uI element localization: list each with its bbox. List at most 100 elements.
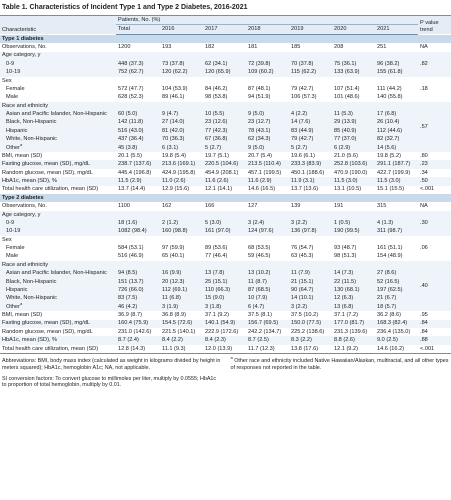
cell: 13 (10.2) [246,269,289,278]
cell: 154.5 (72.6) [160,319,203,328]
row-label: Fasting glucose, mean (SD), mg/dL [0,160,116,169]
cell: 37.1 (7.2) [334,312,358,319]
cell: 726 (66.0) [116,286,160,295]
cell: 162 [162,203,172,210]
cell: 63 (45.3) [291,253,314,260]
cell: 81 (42.0) [160,126,203,136]
cell: 83 (44.9) [289,126,332,136]
data-row: Black, Non-Hispanic 142 (11.8) 27 (14.0) 23… [0,118,451,127]
group-heading: Age category, y [0,210,116,219]
p-value: .50 [418,177,451,186]
empty-cell [289,260,332,270]
row-label-text: Other [6,303,20,310]
data-row: Black, Non-Hispanic 151 (13.7) 20 (12.3) 25… [0,277,451,286]
empty-cell [246,51,289,60]
cell: 11.6 (2.6) [203,177,246,186]
cell: 79 (42.7) [291,85,314,92]
cell: 13.8 (17.6) [289,344,332,354]
cell: 208 [334,44,344,51]
p-value: .18 [420,85,428,92]
cell: 36.2 (8.6) [377,312,401,319]
cell: 130 (68.1) [332,286,375,295]
cell: 445.4 (196.8) [118,169,152,176]
p-value: NA [420,203,428,210]
data-row: Fasting glucose, mean (SD), mg/dL 238.7 (… [0,160,451,169]
row-label-text: BMI, mean (SD) [2,312,43,319]
cell: 94 (51.9) [248,94,271,101]
empty-cell [332,210,375,219]
row-label: Random glucose, mean (SD), mg/dL [0,169,116,177]
cell: 5 (2.7) [289,143,332,152]
cell: 133 (63.9) [332,68,375,77]
p-value: .84 [418,319,451,328]
empty-cell [203,210,246,219]
row-label: HbA1c, mean (SD), % [0,177,116,186]
cell: 220.5 (104.6) [203,160,246,169]
empty-cell [116,236,160,244]
cell: 76 (54.7) [291,245,314,252]
cell: 73 (37.8) [160,59,203,69]
empty-cell [116,101,160,111]
row-label-text: Observations, No. [2,44,47,51]
cell: 315 [377,203,387,210]
row-label-text: BMI, mean (SD) [2,152,43,159]
cell: 20.1 (5.5) [118,152,142,159]
data-row: BMI, mean (SD) 36.9 (8.7) 36.8 (8.9) 37.1 (… [0,311,451,319]
cell: 222.9 (172.6) [205,328,239,335]
cell: 19.6 (6.1) [291,152,315,159]
footnote-mark: a [20,302,23,306]
cell: 213.5 (110.4) [246,160,289,169]
cell: 1200 [118,44,131,51]
cell: 82 (32.7) [375,135,419,144]
cell: 37.5 (10.2) [291,312,319,319]
cell: 8.3 (2.2) [289,336,332,345]
column-group-header: Patients, No. (%) [116,14,419,26]
data-row: Hispanic 726 (66.0) 112 (69.1) 110 (66.3) 87… [0,286,451,295]
cell: 516 (43.0) [116,126,160,136]
p-value: .57 [418,101,451,152]
cell: 2 (1.2) [160,219,203,228]
header-row: Total 2016 2017 2018 2019 2020 2021 [0,24,451,35]
cell: 139 [291,203,301,210]
table-body: Type 1 diabetes Observations, No. 1200 193 1… [0,34,451,354]
data-row: Observations, No. 1100 162 166 127 139 191 315 N… [0,202,451,210]
column-header: 2019 [289,24,332,35]
row-label-text: Observations, No. [2,203,47,210]
cell: 14.6 (16.2) [375,344,419,354]
cell: 12.1 (14.1) [205,186,233,193]
p-value: .34 [420,169,428,176]
cell: 18 (1.6) [116,219,160,228]
cell: 140 (55.8) [377,94,403,101]
cell: 70 (36.3) [160,135,203,144]
row-label: Asian and Pacific Islander, Non-Hispanic [0,110,116,119]
cell: 6 (3.1) [160,143,203,152]
cell: 3 (2.2) [289,302,332,312]
row-label: HbA1c, mean (SD), % [0,336,116,345]
cell: 252.8 (103.6) [332,160,375,169]
data-row: HbA1c, mean (SD), % 11.5 (2.9) 11.0 (2.6) 1… [0,177,451,186]
cell: 140.1 (54.9) [203,319,246,328]
p-value: .82 [418,51,451,77]
cell: 213.6 (169.1) [160,160,203,169]
footnote-mark: a [20,143,23,147]
cell: 22 (11.5) [332,277,375,286]
data-row: Random glucose, mean (SD), mg/dL 231.0 (1… [0,328,451,336]
cell: 177.0 (81.7) [332,319,375,328]
cell: 70 (37.8) [289,59,332,69]
data-row: Male 516 (46.9) 65 (40.1) 77 (46.4) 59 (46.5… [0,253,451,261]
data-row: Total health care utilization, mean (SD)… [0,344,451,354]
data-row: Female 572 (47.7) 104 (53.9) 84 (46.2) 87 (4… [0,85,451,93]
data-row: White, Non-Hispanic 83 (7.5) 11 (6.8) 15 (9… [0,294,451,303]
group-heading: Race and ethnicity [0,260,116,270]
cell: 197 (62.5) [375,286,419,295]
cell: 85 (40.9) [332,126,375,136]
data-row: White, Non-Hispanic 437 (36.4) 70 (36.3) 67… [0,135,451,144]
cell: 12.1 (9.2) [332,344,375,354]
cell: 77 (42.3) [203,126,246,136]
row-label-text: Fasting glucose, mean (SD), mg/dL [2,161,90,168]
row-label-text: 10-19 [6,69,21,76]
p-value: NA [420,44,428,51]
cell: 161 (97.0) [203,227,246,236]
row-label: Total health care utilization, mean (SD) [0,344,116,354]
